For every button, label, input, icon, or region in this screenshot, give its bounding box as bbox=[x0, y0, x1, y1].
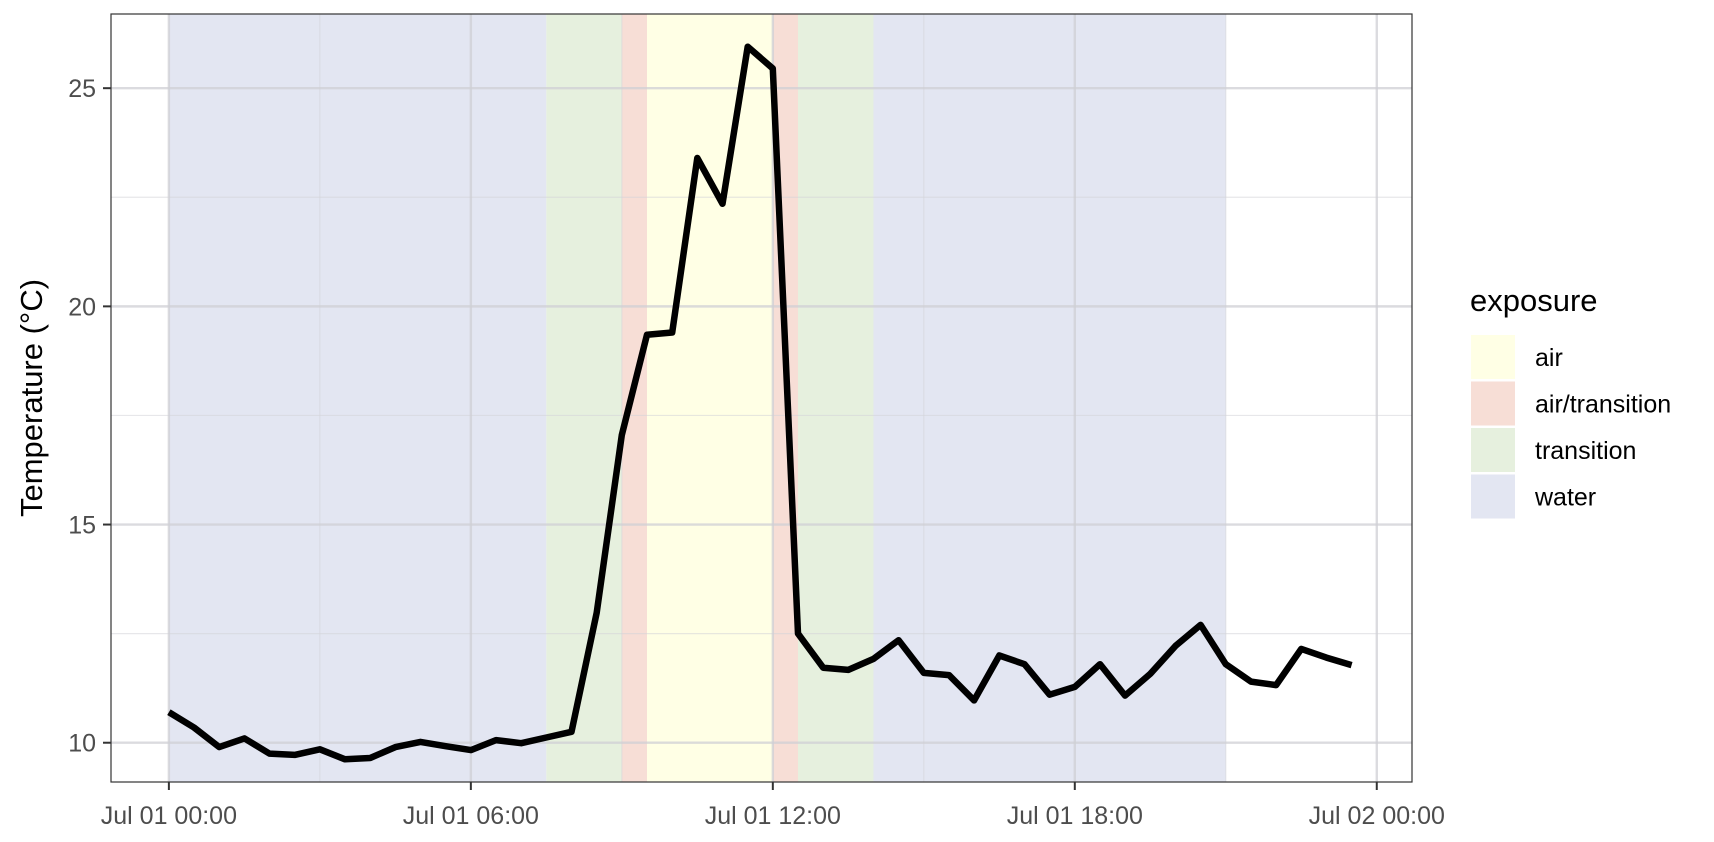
exposure-bands-layer bbox=[168, 14, 1226, 782]
legend: exposure air air/transition transition wate… bbox=[1470, 283, 1671, 519]
legend-swatch bbox=[1471, 381, 1515, 426]
y-axis-title: Temperature (°C) bbox=[14, 279, 49, 517]
x-tick-label: Jul 02 00:00 bbox=[1309, 802, 1445, 830]
series-layer bbox=[167, 43, 1353, 763]
legend-label: air/transition bbox=[1535, 391, 1671, 419]
legend-label: transition bbox=[1535, 437, 1636, 465]
legend-item-water: water bbox=[1471, 474, 1596, 519]
exposure-band-water bbox=[873, 14, 1226, 782]
x-tick-label: Jul 01 18:00 bbox=[1007, 802, 1143, 830]
legend-item-air: air bbox=[1471, 335, 1563, 379]
legend-swatch bbox=[1471, 335, 1515, 379]
x-tick-label: Jul 01 12:00 bbox=[705, 802, 841, 830]
legend-title: exposure bbox=[1470, 283, 1598, 318]
grid-layer bbox=[111, 14, 1412, 782]
exposure-band-air bbox=[647, 14, 773, 782]
x-tick-label: Jul 01 06:00 bbox=[403, 802, 539, 830]
axes-layer: Jul 01 00:00 Jul 01 06:00 Jul 01 12:00 Jul … bbox=[68, 75, 1445, 830]
exposure-band-transition bbox=[546, 14, 622, 782]
legend-item-transition: transition bbox=[1471, 428, 1636, 472]
panel-border bbox=[110, 13, 1413, 783]
exposure-band-water bbox=[168, 14, 547, 782]
legend-label: water bbox=[1534, 484, 1596, 512]
y-tick-label: 15 bbox=[68, 512, 96, 540]
legend-item-air-transition: air/transition bbox=[1471, 381, 1671, 426]
y-tick-label: 25 bbox=[68, 75, 96, 103]
y-tick-label: 10 bbox=[68, 730, 96, 758]
legend-swatch bbox=[1471, 474, 1515, 519]
temperature-series-line bbox=[167, 43, 1353, 763]
x-tick-label: Jul 01 00:00 bbox=[101, 802, 237, 830]
y-tick-label: 20 bbox=[68, 293, 96, 321]
legend-label: air bbox=[1535, 344, 1563, 372]
legend-swatch bbox=[1471, 428, 1515, 472]
